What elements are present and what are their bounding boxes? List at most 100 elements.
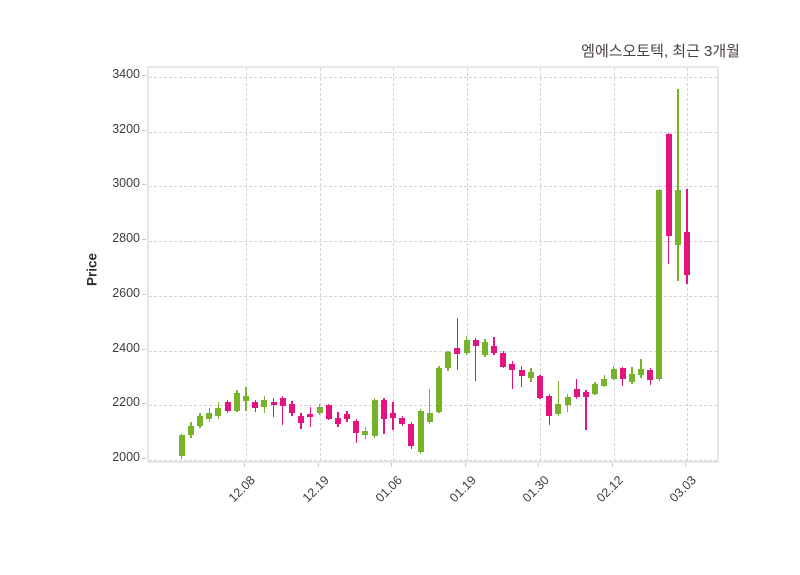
candle-up [592, 383, 599, 394]
candle-up [417, 410, 424, 452]
candle-up [243, 395, 249, 402]
x-tick-mark [464, 463, 466, 467]
gridline-x-12.08 [246, 68, 247, 461]
candle-up [601, 378, 608, 387]
y-tick-label-3400: 3400 [112, 67, 140, 81]
candle-down [325, 405, 332, 419]
candle-down [380, 399, 387, 419]
candle-wick [585, 390, 587, 431]
candle-down [298, 416, 305, 423]
candle-down [518, 369, 525, 376]
gridline-y-2200 [149, 405, 717, 407]
x-tick-label-12.19: 12.19 [299, 473, 332, 506]
candle-wick [493, 337, 495, 355]
candle-up [197, 416, 204, 426]
x-tick-label-01.06: 01.06 [372, 473, 405, 506]
candle-up [564, 396, 571, 405]
y-tick-mark [142, 129, 146, 131]
candle-down [270, 401, 277, 405]
x-tick-mark [244, 463, 245, 467]
candle-down [454, 347, 461, 355]
candle-down [684, 232, 690, 276]
candle-down [582, 391, 589, 397]
gridline-y-2800 [149, 241, 717, 243]
y-tick-label-2400: 2400 [112, 340, 140, 355]
candle-down [408, 423, 415, 447]
x-tick-label-01.30: 01.30 [519, 473, 552, 506]
x-tick-label-01.19: 01.19 [446, 473, 479, 506]
candle-down [334, 418, 341, 424]
candle-down [619, 368, 626, 379]
y-tick-mark [142, 457, 146, 459]
candle-up [215, 407, 222, 417]
candle-up [656, 190, 663, 379]
candle-wick [677, 89, 679, 281]
candle-up [445, 351, 452, 369]
plot-area [147, 66, 719, 463]
y-tick-mark [142, 239, 146, 241]
candle-down [491, 346, 498, 354]
candle-down [390, 412, 396, 419]
y-tick-mark [142, 403, 146, 405]
candle-down [500, 353, 507, 367]
candle-down [252, 402, 259, 408]
candle-wick [557, 381, 560, 417]
chart-title: 엠에스오토텍, 최근 3개월 [581, 43, 740, 60]
gridline-y-3200 [149, 131, 717, 133]
x-tick-mark [317, 463, 319, 467]
candle-wick [456, 318, 459, 370]
x-tick-mark [391, 463, 392, 467]
gridline-x-01.19 [466, 68, 468, 461]
candle-down [546, 396, 553, 417]
gridline-y-2000 [149, 459, 717, 461]
candle-wick [511, 360, 514, 389]
candle-up [481, 342, 488, 356]
x-tick-label-03.03: 03.03 [666, 473, 699, 506]
candle-down [647, 370, 654, 381]
candle-down [573, 389, 580, 397]
candle-up [187, 425, 194, 436]
gridline-y-2600 [149, 295, 717, 297]
y-tick-mark [142, 184, 146, 186]
candle-wick [475, 338, 477, 382]
candle-up [610, 369, 617, 379]
candle-wick [640, 358, 642, 378]
y-tick-mark [142, 348, 146, 350]
candle-wick [282, 395, 284, 426]
y-tick-label-3000: 3000 [112, 176, 140, 191]
candle-up [463, 340, 470, 354]
gridline-x-01.06 [393, 68, 394, 461]
x-tick-label-12.08: 12.08 [225, 473, 258, 506]
candle-up [426, 413, 433, 422]
candle-wick [520, 365, 523, 387]
candle-up [435, 368, 442, 413]
gridline-x-01.30 [540, 68, 541, 461]
candle-up [261, 399, 268, 407]
candle-up [362, 431, 369, 436]
candle-wick [576, 378, 578, 400]
y-tick-label-2200: 2200 [112, 395, 140, 410]
x-tick-mark [685, 463, 686, 467]
candle-down [399, 418, 406, 424]
candle-up [178, 435, 185, 456]
candle-down [353, 421, 360, 433]
candle-up [628, 373, 635, 382]
candle-down [344, 413, 351, 420]
candle-down [537, 376, 543, 398]
x-tick-label-02.12: 02.12 [593, 473, 626, 506]
candle-down [224, 402, 231, 411]
y-tick-label-2800: 2800 [112, 231, 140, 246]
gridline-x-02.12 [613, 68, 615, 461]
candle-down [307, 413, 314, 417]
candle-wick [429, 388, 431, 425]
candle-up [233, 392, 240, 411]
y-tick-label-2600: 2600 [112, 285, 140, 300]
candle-up [555, 403, 562, 414]
gridline-y-3000 [149, 186, 717, 188]
x-tick-mark [538, 463, 539, 467]
candle-up [206, 413, 213, 419]
candle-up [316, 406, 323, 414]
candle-down [509, 364, 516, 371]
gridline-x-12.19 [319, 68, 321, 461]
